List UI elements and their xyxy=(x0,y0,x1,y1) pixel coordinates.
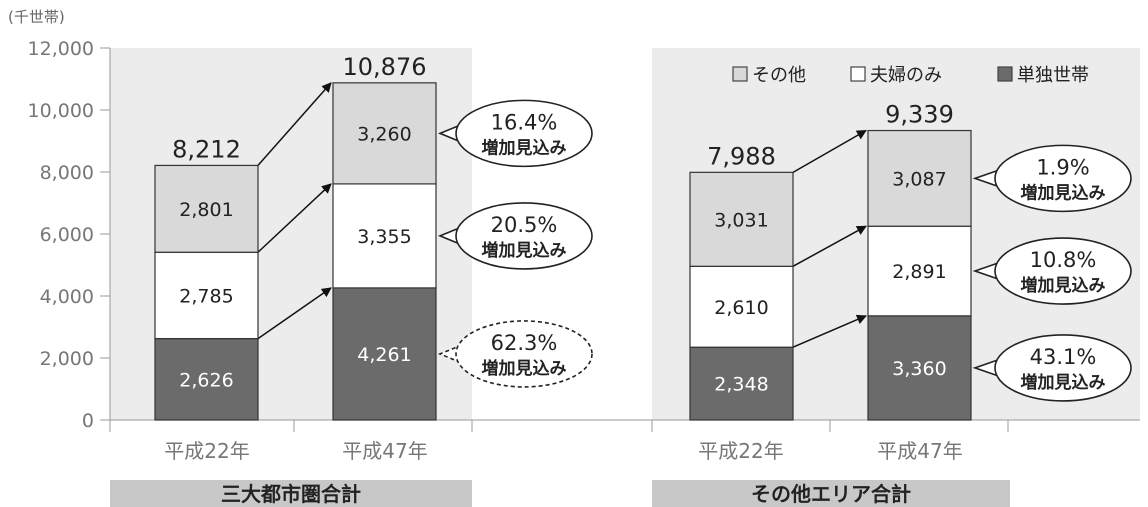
growth-callouts: 16.4% 増加見込み 20.5% 増加見込み 62.3% 増加見込み 1.9% 増加見込み 1… xyxy=(437,99,1132,402)
callout-bubble xyxy=(455,99,593,168)
growth-arrow xyxy=(257,287,332,340)
x-category-label: 平成47年 xyxy=(342,439,427,463)
callout-note: 増加見込み xyxy=(1021,182,1106,203)
legend-swatch-couple xyxy=(850,66,866,82)
bar-value-label: 3,260 xyxy=(357,123,411,145)
bar-value-label: 4,261 xyxy=(357,344,411,366)
callout-note: 増加見込み xyxy=(482,358,567,379)
legend-label-couple: 夫婦のみ xyxy=(870,65,942,86)
callout-percent: 16.4% xyxy=(491,110,558,134)
legend-label-single: 単独世帯 xyxy=(1017,65,1089,86)
growth-arrow xyxy=(792,129,867,173)
y-tick-label: 6,000 xyxy=(40,224,94,246)
bar-segment xyxy=(154,251,259,340)
bar-value-label: 3,031 xyxy=(714,209,768,231)
bar-segment xyxy=(154,337,259,421)
bar-total-label: 7,988 xyxy=(707,142,776,170)
bar-total-label: 8,212 xyxy=(172,135,241,163)
callout-note: 増加見込み xyxy=(482,240,567,261)
bar-value-label: 2,610 xyxy=(714,297,768,319)
legend-swatch-other xyxy=(732,66,748,82)
callout-note: 増加見込み xyxy=(482,137,567,158)
callout-note: 増加見込み xyxy=(1021,275,1106,296)
growth-arrow xyxy=(792,314,867,348)
bar-value-label: 3,087 xyxy=(892,168,946,190)
callout-percent: 62.3% xyxy=(491,331,558,355)
bar-value-label: 2,348 xyxy=(714,374,768,396)
callout-bubble xyxy=(994,237,1132,305)
bar-total-label: 9,339 xyxy=(885,101,954,129)
callout-percent: 10.8% xyxy=(1030,248,1097,272)
bar-segment xyxy=(154,164,259,253)
callout-bubble xyxy=(455,320,593,388)
group-label-right: その他エリア合計 xyxy=(751,482,911,506)
callout-percent: 1.9% xyxy=(1036,155,1089,179)
legend-label-other: その他 xyxy=(752,65,806,86)
x-category-label: 平成47年 xyxy=(877,439,962,463)
callout-note: 増加見込み xyxy=(1021,372,1106,393)
legend-swatch-single xyxy=(997,66,1013,82)
growth-arrow xyxy=(257,82,332,166)
bar-segment xyxy=(689,265,794,348)
legend: その他 夫婦のみ 単独世帯 xyxy=(732,65,1089,86)
y-tick-label: 4,000 xyxy=(40,286,94,308)
y-axis: 0 2,000 4,000 6,000 8,000 10,000 12,000 xyxy=(28,38,111,432)
group-label-left: 三大都市圏合計 xyxy=(221,482,361,506)
x-axis xyxy=(109,419,1140,432)
bar-segment xyxy=(867,129,972,227)
callout-bubble xyxy=(994,334,1132,402)
growth-arrow xyxy=(792,225,867,267)
group-label-bg-left xyxy=(110,480,472,507)
growth-arrows xyxy=(257,82,867,348)
y-unit-label: (千世帯) xyxy=(8,8,65,26)
callout-bubble xyxy=(994,144,1132,213)
bar-value-label: 2,801 xyxy=(179,199,233,221)
group-label-bg-right xyxy=(652,480,1010,507)
bar-segment xyxy=(332,183,437,289)
y-tick-label: 10,000 xyxy=(28,100,94,122)
bar-segment xyxy=(332,82,437,185)
bar-value-label: 2,785 xyxy=(179,285,233,307)
y-tick-label: 8,000 xyxy=(40,162,94,184)
x-category-label: 平成22年 xyxy=(164,439,249,463)
bar-segment xyxy=(689,171,794,267)
bar-segment xyxy=(867,225,972,317)
callout-percent: 43.1% xyxy=(1030,345,1097,369)
bar-value-label: 3,360 xyxy=(892,358,946,380)
bar-value-label: 2,891 xyxy=(892,261,946,283)
bar-value-label: 2,626 xyxy=(179,369,233,391)
y-tick-label: 0 xyxy=(82,410,94,432)
growth-arrow xyxy=(257,183,332,253)
callout-bubble xyxy=(455,202,593,270)
bar-total-label: 10,876 xyxy=(343,53,427,81)
bar-segment xyxy=(689,346,794,421)
bar-value-label: 3,355 xyxy=(357,226,411,248)
y-tick-label: 12,000 xyxy=(28,38,94,60)
bar-stacks: 2,626 2,785 2,801 8,212 平成22年 4,261 3,355 3,260… xyxy=(154,53,972,463)
bar-segment xyxy=(867,315,972,421)
x-category-label: 平成22年 xyxy=(698,439,783,463)
callout-percent: 20.5% xyxy=(491,213,558,237)
y-tick-label: 2,000 xyxy=(40,348,94,370)
bar-segment xyxy=(332,287,437,421)
